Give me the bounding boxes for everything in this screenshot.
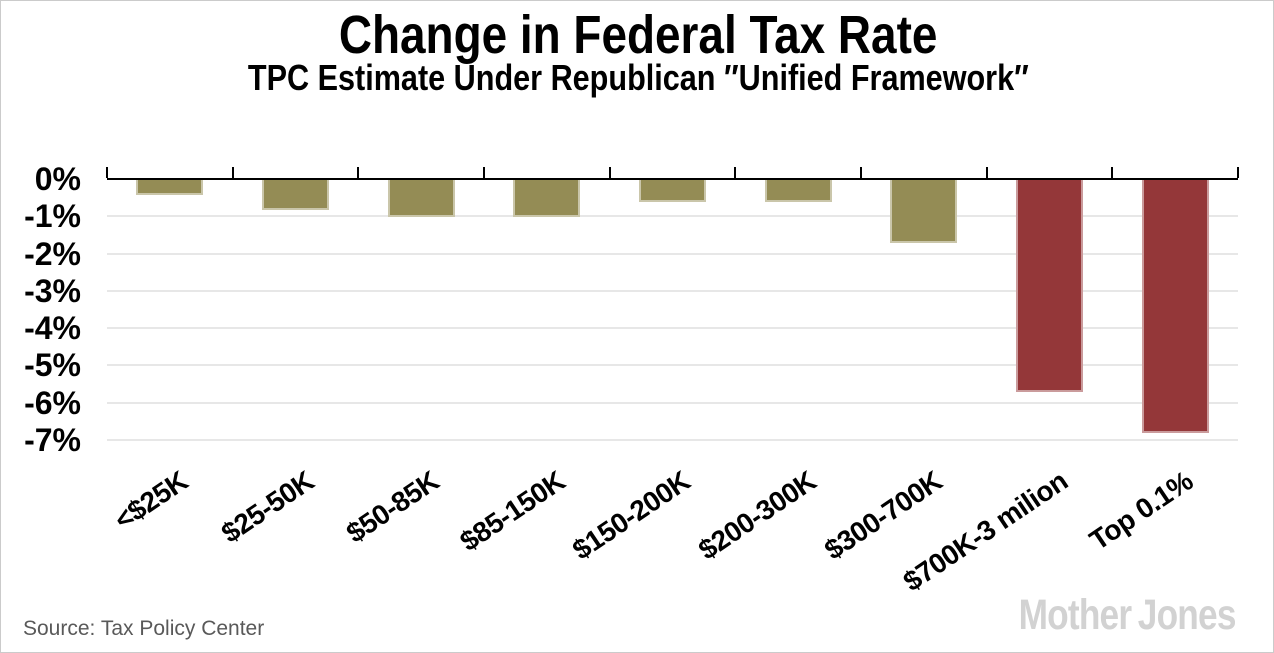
bar xyxy=(136,180,204,195)
y-axis-tick-label: -2% xyxy=(24,235,81,272)
x-axis-category-label: $50-85K xyxy=(341,465,445,549)
x-axis-tick xyxy=(357,167,360,178)
x-axis-category-label: <$25K xyxy=(108,465,194,536)
y-axis-tick-label: 0% xyxy=(34,161,81,197)
chart-subtitle: TPC Estimate Under Republican ″Unified F… xyxy=(1,57,1273,98)
motherjones-logo-jones: Jones xyxy=(1138,591,1237,639)
gridline xyxy=(107,438,1238,441)
source-note: Source: Tax Policy Center xyxy=(23,617,265,640)
gridline xyxy=(107,289,1238,292)
motherjones-logo-mother: Mother xyxy=(1019,591,1132,639)
x-axis-category-label: $200-300K xyxy=(693,465,822,566)
x-axis-tick xyxy=(1111,167,1114,178)
bar xyxy=(1016,180,1083,392)
bar xyxy=(387,180,455,217)
x-axis-zero-line xyxy=(107,178,1238,180)
x-axis-category-label: $85-150K xyxy=(454,465,571,558)
x-axis-tick xyxy=(608,167,611,178)
gridline xyxy=(107,215,1238,218)
x-axis-category-label: $150-200K xyxy=(567,465,696,566)
motherjones-logo: Mother Jones xyxy=(1019,591,1237,639)
x-axis-category-label: $25-50K xyxy=(215,465,319,549)
y-axis-tick-label: -6% xyxy=(24,384,81,421)
gridline xyxy=(107,252,1238,255)
bar xyxy=(890,180,958,243)
y-axis-tick-label: -1% xyxy=(24,198,81,235)
bar xyxy=(262,180,329,210)
x-axis-tick xyxy=(734,167,737,178)
bar xyxy=(639,180,706,202)
bar xyxy=(1141,180,1209,433)
y-axis-tick-label: -3% xyxy=(24,272,81,309)
y-axis-tick-label: -5% xyxy=(24,347,81,384)
x-axis-tick xyxy=(483,167,485,178)
chart-title: Change in Federal Tax Rate xyxy=(1,5,1273,65)
x-axis-tick xyxy=(1237,167,1239,178)
y-axis-tick-label: -4% xyxy=(24,310,81,346)
chart-title-text: Change in Federal Tax Rate xyxy=(338,5,938,65)
y-axis-tick-label: -7% xyxy=(24,421,81,458)
gridline xyxy=(107,364,1238,367)
x-axis-tick xyxy=(860,167,862,178)
x-axis-tick xyxy=(985,167,988,178)
x-axis-category-label: Top 0.1% xyxy=(1084,465,1199,557)
gridline xyxy=(107,401,1238,404)
chart-subtitle-text: TPC Estimate Under Republican ″Unified F… xyxy=(247,57,1029,98)
x-axis-tick xyxy=(231,167,234,178)
x-axis-tick xyxy=(106,167,108,178)
bar xyxy=(764,180,832,202)
gridline xyxy=(107,327,1238,329)
bar xyxy=(513,180,581,217)
